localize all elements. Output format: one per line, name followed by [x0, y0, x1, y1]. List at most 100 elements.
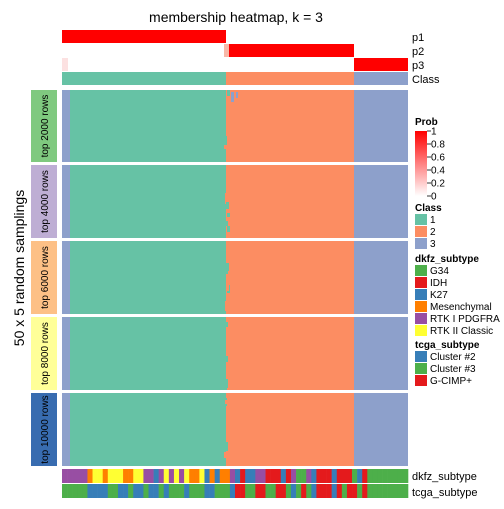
annotation-p1-cell: [226, 30, 354, 43]
tcga-subtype-cell: [402, 484, 409, 498]
dkfz-subtype-cell: [148, 469, 154, 483]
dkfz-subtype-cell: [250, 469, 256, 483]
tcga-legend-title: tcga_subtype: [415, 340, 480, 351]
annotation-p2-cell: [226, 44, 354, 57]
heatmap-left-strip: [62, 241, 70, 314]
tcga-subtype-cell: [392, 484, 399, 498]
tcga-subtype-cell: [173, 484, 180, 498]
tcga-subtype-cell: [397, 484, 404, 498]
row-slice-bar: [31, 317, 57, 390]
tcga-subtype-cell: [143, 484, 149, 498]
heatmap-boundary-cell: [227, 150, 230, 154]
tcga-subtype-cell: [265, 484, 271, 498]
dkfz-subtype-cell: [296, 469, 302, 483]
heatmap-boundary-cell: [227, 370, 230, 374]
tcga-subtype-cell: [367, 484, 373, 498]
dkfz-legend-swatch: [415, 265, 427, 276]
dkfz-legend-title: dkfz_subtype: [415, 254, 479, 265]
row-slice-bar: [31, 241, 57, 314]
heatmap-class-1-block: [70, 90, 226, 162]
annotation-p2-cell: [62, 44, 226, 57]
tcga-subtype-cell: [138, 484, 144, 498]
dkfz-subtype-cell: [387, 469, 394, 483]
dkfz-subtype-cell: [235, 469, 241, 483]
dkfz-subtype-cell: [362, 469, 368, 483]
dkfz-subtype-cell: [245, 469, 251, 483]
tcga-subtype-cell: [102, 484, 109, 498]
tcga-subtype-cell: [163, 484, 170, 498]
dkfz-subtype-cell: [229, 469, 236, 483]
tcga-legend-swatch: [415, 363, 427, 374]
dkfz-legend-label: RTK I PDGFRA: [430, 314, 500, 325]
heatmap-body: [62, 90, 408, 468]
dkfz-legend-label: RTK II Classic: [430, 326, 493, 337]
tcga-subtype-cell: [128, 484, 134, 498]
heatmap-boundary-cell: [225, 400, 228, 404]
heatmap-boundary-cell: [224, 383, 227, 392]
dkfz-subtype-cell: [397, 469, 404, 483]
prob-legend-tick-label: 0.4: [431, 166, 445, 177]
dkfz-subtype-cell: [179, 469, 185, 483]
prob-legend-tick-label: 0: [431, 192, 437, 203]
tcga-subtype-cell: [382, 484, 388, 498]
dkfz-subtype-cell: [265, 469, 271, 483]
dkfz-subtype-cell: [214, 469, 221, 483]
row-slice-label: top 4000 rows: [40, 170, 51, 233]
heatmap-boundary-cell: [227, 213, 230, 217]
dkfz-subtype-cell: [346, 469, 353, 483]
heatmap-boundary-cell: [227, 90, 230, 96]
tcga-subtype-cell: [189, 484, 195, 498]
tcga-subtype-cell: [387, 484, 394, 498]
dkfz-subtype-cell: [92, 469, 98, 483]
heatmap-class-3-block: [354, 90, 408, 162]
tcga-subtype-cell: [82, 484, 88, 498]
tcga-subtype-cell: [316, 484, 322, 498]
dkfz-subtype-cell: [270, 469, 277, 483]
tcga-subtype-cell: [168, 484, 175, 498]
heatmap-class-1-block: [70, 165, 226, 238]
dkfz-subtype-cell: [326, 469, 332, 483]
dkfz-subtype-cell: [285, 469, 292, 483]
heatmap-boundary-cell: [226, 139, 229, 148]
dkfz-subtype-cell: [117, 469, 124, 483]
prob-legend-tick-label: 0.8: [431, 140, 445, 151]
dkfz-subtype-cell: [123, 469, 129, 483]
class-legend-label: 3: [430, 239, 436, 250]
tcga-subtype-cell: [306, 484, 312, 498]
tcga-subtype-cell: [229, 484, 236, 498]
tcga-subtype-cell: [219, 484, 226, 498]
tcga-subtype-cell: [62, 484, 68, 498]
dkfz-subtype-cell: [219, 469, 226, 483]
dkfz-subtype-cell: [209, 469, 215, 483]
dkfz-subtype-cell: [82, 469, 88, 483]
tcga-subtype-cell: [67, 484, 73, 498]
heatmap-class-2-block: [226, 393, 354, 466]
y-axis-label: 50 x 5 random samplings: [11, 190, 27, 346]
tcga-subtype-cell: [336, 484, 343, 498]
tcga-subtype-cell: [352, 484, 358, 498]
tcga-subtype-cell: [72, 484, 78, 498]
tcga-subtype-cell: [112, 484, 119, 498]
tcga-subtype-cell: [117, 484, 124, 498]
dkfz-legend-label: G34: [430, 266, 449, 277]
tcga-subtype-cell: [301, 484, 307, 498]
tcga-subtype-cell: [331, 484, 338, 498]
annotation-p1-cell: [62, 30, 226, 43]
dkfz-subtype-cell: [311, 469, 317, 483]
row-slice-labels: top 2000 rows top 4000 rows top 6000 rows t…: [31, 90, 57, 466]
heatmap-boundary-cell: [231, 92, 234, 102]
tcga-subtype-cell: [184, 484, 190, 498]
chart-title: membership heatmap, k = 3: [149, 9, 323, 25]
tcga-legend-swatch: [415, 375, 427, 386]
heatmap-class-2-block: [226, 165, 354, 238]
tcga-subtype-cell: [158, 484, 165, 498]
prob-legend-tick-label: 1: [431, 127, 437, 138]
row-slice-label: top 6000 rows: [40, 246, 51, 309]
heatmap-class-2-block: [226, 241, 354, 314]
heatmap-boundary-cell: [236, 92, 238, 98]
tcga-subtype-cell: [97, 484, 104, 498]
tcga-subtype-cell: [148, 484, 154, 498]
heatmap-boundary-cell: [225, 221, 228, 226]
annotation-label-p2: p2: [412, 46, 424, 58]
